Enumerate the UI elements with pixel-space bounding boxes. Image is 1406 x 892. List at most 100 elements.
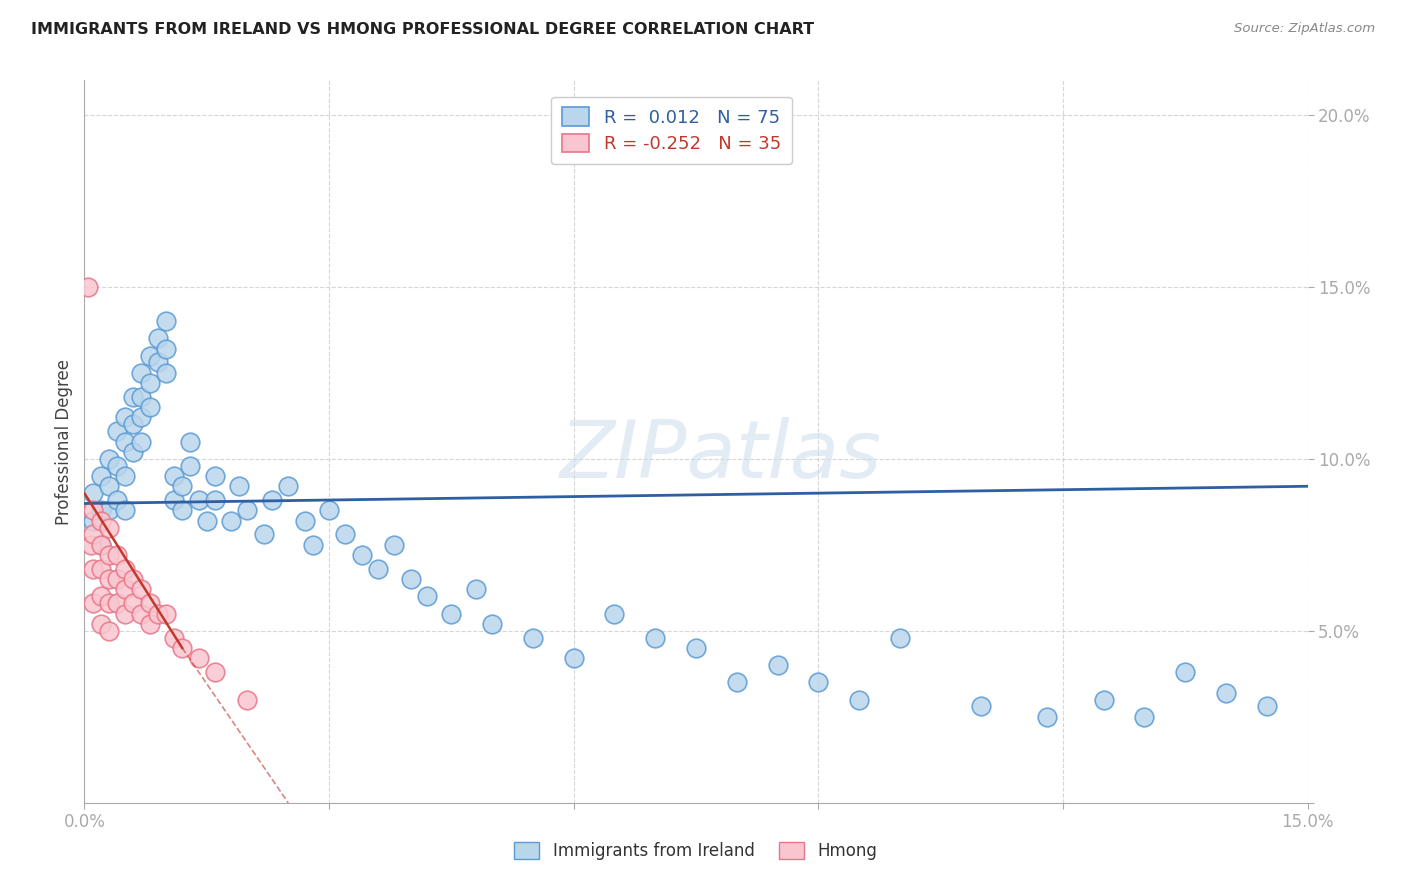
Point — [889, 631, 911, 645]
Point — [131, 434, 153, 449]
Point — [236, 692, 259, 706]
Point — [1133, 710, 1156, 724]
Point — [138, 376, 160, 390]
Point — [77, 279, 100, 293]
Point — [350, 548, 373, 562]
Point — [131, 410, 153, 425]
Point — [82, 514, 104, 528]
Text: ZIPatlas: ZIPatlas — [560, 417, 882, 495]
Point — [131, 607, 153, 621]
Point — [172, 479, 194, 493]
Point — [260, 493, 283, 508]
Text: IMMIGRANTS FROM IRELAND VS HMONG PROFESSIONAL DEGREE CORRELATION CHART: IMMIGRANTS FROM IRELAND VS HMONG PROFESS… — [31, 22, 814, 37]
Point — [399, 572, 422, 586]
Point — [90, 616, 112, 631]
Point — [1092, 692, 1115, 706]
Y-axis label: Professional Degree: Professional Degree — [55, 359, 73, 524]
Point — [253, 527, 276, 541]
Point — [82, 562, 104, 576]
Point — [114, 410, 136, 425]
Point — [155, 607, 177, 621]
Point — [685, 640, 707, 655]
Point — [301, 538, 323, 552]
Point — [97, 624, 120, 638]
Point — [219, 514, 242, 528]
Point — [766, 658, 789, 673]
Point — [318, 503, 340, 517]
Point — [138, 349, 160, 363]
Point — [138, 616, 160, 631]
Point — [90, 590, 112, 604]
Point — [82, 503, 104, 517]
Legend: Immigrants from Ireland, Hmong: Immigrants from Ireland, Hmong — [508, 835, 884, 867]
Point — [105, 548, 128, 562]
Point — [131, 390, 153, 404]
Point — [195, 514, 218, 528]
Point — [187, 493, 209, 508]
Point — [204, 665, 226, 679]
Point — [114, 503, 136, 517]
Point — [146, 355, 169, 369]
Point — [146, 607, 169, 621]
Point — [97, 596, 120, 610]
Point — [90, 514, 112, 528]
Point — [114, 434, 136, 449]
Point — [90, 469, 112, 483]
Point — [122, 572, 145, 586]
Point — [138, 400, 160, 414]
Point — [848, 692, 870, 706]
Point — [367, 562, 389, 576]
Point — [179, 434, 201, 449]
Point — [97, 572, 120, 586]
Point — [236, 503, 259, 517]
Point — [970, 699, 993, 714]
Point — [155, 366, 177, 380]
Point — [294, 514, 316, 528]
Point — [105, 596, 128, 610]
Point — [725, 675, 748, 690]
Point — [187, 651, 209, 665]
Point — [807, 675, 830, 690]
Point — [114, 607, 136, 621]
Point — [97, 479, 120, 493]
Point — [122, 596, 145, 610]
Point — [131, 582, 153, 597]
Point — [481, 616, 503, 631]
Point — [416, 590, 439, 604]
Point — [90, 503, 112, 517]
Point — [131, 366, 153, 380]
Point — [105, 493, 128, 508]
Point — [114, 582, 136, 597]
Point — [464, 582, 486, 597]
Point — [228, 479, 250, 493]
Point — [82, 527, 104, 541]
Point — [603, 607, 626, 621]
Point — [335, 527, 357, 541]
Point — [90, 538, 112, 552]
Point — [172, 640, 194, 655]
Point — [105, 572, 128, 586]
Point — [277, 479, 299, 493]
Point — [155, 342, 177, 356]
Point — [82, 486, 104, 500]
Point — [105, 458, 128, 473]
Point — [644, 631, 666, 645]
Point — [90, 538, 112, 552]
Point — [114, 469, 136, 483]
Point — [1035, 710, 1057, 724]
Point — [122, 390, 145, 404]
Point — [97, 548, 120, 562]
Point — [122, 445, 145, 459]
Point — [82, 596, 104, 610]
Point — [1174, 665, 1197, 679]
Point — [80, 538, 103, 552]
Point — [204, 493, 226, 508]
Point — [163, 493, 186, 508]
Point — [138, 596, 160, 610]
Point — [522, 631, 544, 645]
Point — [1256, 699, 1278, 714]
Point — [1215, 686, 1237, 700]
Point — [97, 520, 120, 534]
Point — [179, 458, 201, 473]
Point — [97, 503, 120, 517]
